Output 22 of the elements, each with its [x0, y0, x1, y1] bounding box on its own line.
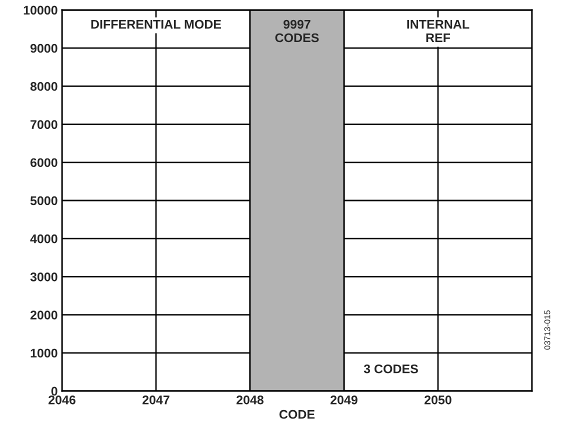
x-axis-title: CODE [279, 410, 315, 419]
x-tick-label: 2048 [236, 395, 264, 404]
x-tick-label: 2046 [48, 395, 76, 404]
x-tick-label: 2050 [424, 395, 452, 404]
annotation: 9997 CODES [275, 20, 319, 42]
y-tick-label: 10000 [24, 6, 58, 15]
y-tick-label: 4000 [30, 234, 58, 244]
y-tick-label: 2000 [30, 310, 58, 320]
annotation: INTERNAL REF [407, 20, 470, 42]
y-tick-label: 6000 [30, 158, 58, 168]
x-tick-label: 2047 [142, 395, 170, 404]
y-tick-label: 3000 [30, 272, 58, 282]
y-tick-label: 9000 [30, 44, 58, 53]
y-tick-label: 1000 [30, 348, 58, 358]
y-tick-label: 8000 [30, 82, 58, 91]
y-tick-label: 0 [51, 386, 58, 396]
y-tick-label: 5000 [30, 196, 58, 206]
text: 03713-015 [544, 310, 550, 350]
x-tick-label: 2049 [330, 395, 358, 404]
annotation: 3 CODES [364, 364, 418, 374]
y-tick-label: 7000 [30, 120, 58, 129]
annotation: DIFFERENTIAL MODE [91, 20, 222, 29]
